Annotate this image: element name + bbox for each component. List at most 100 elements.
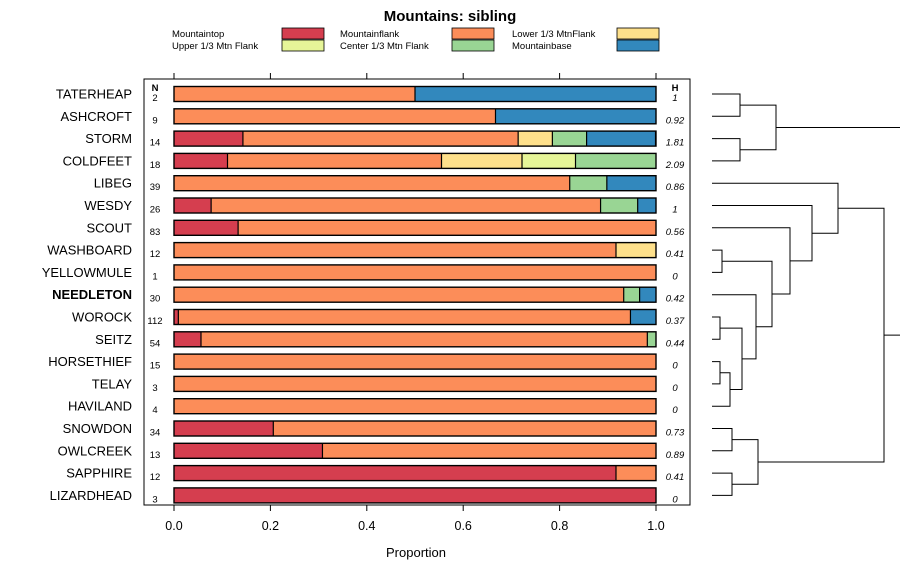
dendrogram-branch <box>712 372 731 407</box>
row-label-seitz: SEITZ <box>95 332 132 347</box>
bar-segment-taterheap-mountainbase <box>415 86 656 102</box>
bar-segment-coldfeet-mountainflank <box>227 153 442 169</box>
bar-segment-snowdon-mountaintop <box>174 421 274 436</box>
n-value-seitz: 54 <box>150 338 161 349</box>
h-value-yellowmule: 0 <box>672 271 678 282</box>
chart-title: Mountains: sibling <box>384 8 517 25</box>
h-value-washboard: 0.41 <box>666 249 685 260</box>
bar-segment-scout-mountainflank <box>238 220 656 236</box>
bar-segment-haviland-mountainflank <box>174 398 656 414</box>
h-value-telay: 0 <box>672 383 678 394</box>
bar-row-haviland <box>173 398 657 415</box>
dendrogram-branch <box>712 294 757 360</box>
row-label-ashcroft: ASHCROFT <box>61 109 133 124</box>
dendrogram-branch <box>712 316 721 340</box>
row-label-worock: WOROCK <box>72 310 132 325</box>
legend-label-lower-1-3-mtnflank: Lower 1/3 MtnFlank <box>512 29 596 40</box>
bar-segment-libeg-mountainbase <box>606 175 657 191</box>
bar-row-needleton <box>173 286 657 303</box>
bars <box>173 85 657 504</box>
h-value-sapphire: 0.41 <box>666 472 685 483</box>
bar-outline-seitz <box>173 331 657 348</box>
bar-segment-seitz-mountaintop <box>174 331 201 347</box>
n-value-horsethief: 15 <box>150 361 161 372</box>
bar-row-seitz <box>173 331 657 348</box>
bar-outline-ashcroft <box>173 108 657 125</box>
row-label-washboard: WASHBOARD <box>47 243 132 258</box>
h-value-scout: 0.56 <box>666 227 685 238</box>
n-value-taterheap: 2 <box>152 93 157 104</box>
h-value-seitz: 0.44 <box>666 338 685 349</box>
bar-outline-telay <box>173 375 657 393</box>
dendrogram-branch <box>712 361 721 385</box>
n-value-yellowmule: 1 <box>152 271 157 282</box>
bar-segment-coldfeet-upper-1-3-mtn-flank <box>522 153 576 169</box>
row-label-libeg: LIBEG <box>94 176 132 191</box>
x-tick-label: 1.0 <box>647 519 664 533</box>
bar-segment-ashcroft-mountainflank <box>174 108 496 124</box>
bar-segment-sapphire-mountainflank <box>615 465 656 481</box>
x-axis: 0.0 0.2 0.4 0.6 0.8 1.0 <box>165 73 665 533</box>
legend-swatch-mountaintop <box>281 27 325 40</box>
bar-segment-worock-mountainbase <box>630 309 657 325</box>
dendrogram-branch <box>712 428 733 452</box>
x-axis-label: Proportion <box>386 545 446 560</box>
bar-outline-yellowmule <box>173 264 657 281</box>
n-value-ashcroft: 9 <box>152 115 157 126</box>
h-value-ashcroft: 0.92 <box>666 115 685 126</box>
bar-outline-storm <box>173 130 657 147</box>
row-label-scout: SCOUT <box>87 220 133 235</box>
x-tick-label: 0.4 <box>358 519 375 533</box>
bar-outline-haviland <box>173 398 657 415</box>
n-value-coldfeet: 18 <box>150 160 161 171</box>
bar-segment-needleton-mountainflank <box>174 287 624 303</box>
h-value-libeg: 0.86 <box>666 182 685 193</box>
dendrogram-branch <box>712 138 741 162</box>
bar-segment-seitz-mountainflank <box>200 331 648 347</box>
bar-row-worock <box>173 308 657 326</box>
h-value-snowdon: 0.73 <box>666 428 685 439</box>
bar-segment-coldfeet-center-1-3-mtn-flank <box>575 153 656 169</box>
bar-segment-storm-center-1-3-mtn-flank <box>552 131 587 147</box>
bar-outline-needleton <box>173 286 657 303</box>
bar-outline-lizardhead <box>173 487 657 504</box>
bar-row-snowdon <box>173 420 657 437</box>
n-value-telay: 3 <box>152 383 157 394</box>
n-value-wesdy: 26 <box>150 205 161 216</box>
bar-segment-storm-lower-1-3-mtnflank <box>518 131 553 147</box>
bar-segment-worock-mountaintop <box>174 309 179 325</box>
bar-row-wesdy <box>173 197 657 214</box>
bar-outline-taterheap <box>173 85 657 103</box>
dendrogram-branch <box>712 205 813 262</box>
legend-label-center-1-3-mtn-flank: Center 1/3 Mtn Flank <box>340 41 429 52</box>
bar-segment-telay-mountainflank <box>174 376 656 392</box>
bar-segment-seitz-center-1-3-mtn-flank <box>647 331 656 347</box>
bar-segment-snowdon-mountainflank <box>273 421 656 436</box>
n-value-storm: 14 <box>150 138 161 149</box>
dendrogram-branch <box>722 260 773 328</box>
dendrogram-branch <box>712 182 839 234</box>
x-tick-label: 0.0 <box>165 519 182 533</box>
row-label-haviland: HAVILAND <box>68 399 132 414</box>
bar-row-ashcroft <box>173 108 657 125</box>
h-value-haviland: 0 <box>672 405 678 416</box>
bar-outline-libeg <box>173 174 657 192</box>
dendrogram-branch <box>712 472 733 496</box>
row-label-snowdon: SNOWDON <box>63 421 132 436</box>
bar-row-owlcreek <box>173 442 657 459</box>
bar-row-sapphire <box>173 464 657 482</box>
bar-outline-coldfeet <box>173 152 657 170</box>
legend-swatch-lower-1-3-mtnflank <box>616 27 660 40</box>
dendrogram-branch <box>712 249 723 273</box>
h-value-needleton: 0.42 <box>666 294 685 305</box>
legend-swatch-mountainflank <box>451 27 495 40</box>
h-value-taterheap: 1 <box>672 93 677 104</box>
dendrogram-branch <box>758 207 885 463</box>
n-value-sapphire: 12 <box>150 472 161 483</box>
row-label-telay: TELAY <box>92 376 133 391</box>
bar-outline-snowdon <box>173 420 657 437</box>
bar-segment-washboard-lower-1-3-mtnflank <box>615 242 656 258</box>
n-value-libeg: 39 <box>150 182 161 193</box>
bar-row-libeg <box>173 174 657 192</box>
